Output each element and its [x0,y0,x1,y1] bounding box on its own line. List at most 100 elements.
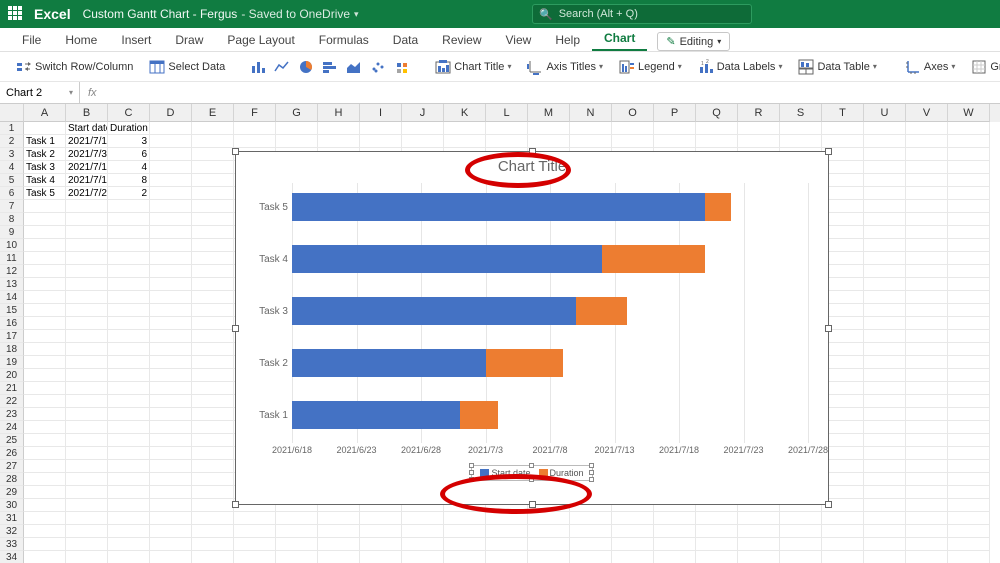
cell[interactable] [150,187,192,200]
cell[interactable] [150,252,192,265]
cell[interactable] [150,343,192,356]
cell[interactable] [66,291,108,304]
cell[interactable] [66,317,108,330]
cell[interactable] [24,551,66,563]
cell[interactable] [402,551,444,563]
cell[interactable] [192,161,234,174]
cell[interactable] [108,226,150,239]
cell[interactable] [528,538,570,551]
cell[interactable] [696,135,738,148]
cell[interactable] [444,525,486,538]
legend-resize-handle[interactable] [469,463,474,468]
cell[interactable] [192,421,234,434]
cell[interactable] [780,122,822,135]
cell[interactable] [150,304,192,317]
legend-resize-handle[interactable] [529,463,534,468]
cell[interactable] [150,148,192,161]
cell[interactable] [24,460,66,473]
cell[interactable] [234,135,276,148]
cell[interactable] [108,239,150,252]
row-header[interactable]: 26 [0,447,24,460]
cell[interactable] [864,317,906,330]
cell[interactable] [612,538,654,551]
tab-home[interactable]: Home [53,29,109,51]
cell[interactable] [150,512,192,525]
cell[interactable] [906,486,948,499]
row-header[interactable]: 3 [0,148,24,161]
cell[interactable] [108,252,150,265]
cell[interactable] [906,408,948,421]
cell[interactable] [738,551,780,563]
legend-resize-handle[interactable] [469,470,474,475]
cell[interactable] [486,525,528,538]
axis-titles-dropdown[interactable]: Axis Titles▾ [521,57,609,77]
cell[interactable] [948,382,990,395]
cell[interactable] [822,538,864,551]
cell[interactable] [276,551,318,563]
resize-handle[interactable] [232,148,239,155]
cell[interactable] [696,512,738,525]
cell[interactable] [360,538,402,551]
cell[interactable] [444,512,486,525]
cell[interactable] [696,122,738,135]
cell[interactable] [24,200,66,213]
cell[interactable] [108,473,150,486]
cell[interactable] [948,122,990,135]
cell[interactable] [192,434,234,447]
cell[interactable] [780,135,822,148]
cell[interactable] [906,304,948,317]
cell[interactable] [906,499,948,512]
cell[interactable] [276,525,318,538]
cell[interactable] [864,239,906,252]
cell[interactable]: 2021/7/20 [66,187,108,200]
cell[interactable] [906,226,948,239]
cell[interactable] [150,421,192,434]
row-header[interactable]: 12 [0,265,24,278]
legend-item[interactable]: Start date [480,468,530,478]
row-header[interactable]: 9 [0,226,24,239]
tab-formulas[interactable]: Formulas [307,29,381,51]
cell[interactable] [948,343,990,356]
cell[interactable] [150,356,192,369]
cell[interactable] [864,161,906,174]
chart-legend[interactable]: Start dateDuration [471,465,592,481]
cell[interactable] [906,447,948,460]
cell[interactable] [906,239,948,252]
cell[interactable] [948,265,990,278]
cell[interactable] [150,486,192,499]
cell[interactable] [150,382,192,395]
cell[interactable] [234,512,276,525]
cell[interactable] [864,356,906,369]
cell[interactable] [486,135,528,148]
cell[interactable] [696,551,738,563]
cell[interactable] [66,382,108,395]
cell[interactable] [66,538,108,551]
row-header[interactable]: 32 [0,525,24,538]
cell[interactable] [948,304,990,317]
cell[interactable] [24,265,66,278]
cell[interactable] [318,525,360,538]
cell[interactable] [570,122,612,135]
cell[interactable] [108,499,150,512]
cell[interactable] [150,447,192,460]
resize-handle[interactable] [825,501,832,508]
cell[interactable] [948,499,990,512]
cell[interactable] [612,525,654,538]
cell[interactable] [276,135,318,148]
cell[interactable] [108,538,150,551]
cell[interactable] [906,512,948,525]
cell[interactable] [108,265,150,278]
resize-handle[interactable] [529,501,536,508]
cell[interactable] [24,278,66,291]
cell[interactable] [360,551,402,563]
cell[interactable] [906,213,948,226]
tab-insert[interactable]: Insert [109,29,163,51]
column-header[interactable]: B [66,104,108,122]
row-header[interactable]: 25 [0,434,24,447]
scatter-chart-icon[interactable] [367,57,389,77]
cell[interactable] [192,356,234,369]
cell[interactable]: 3 [108,135,150,148]
cell[interactable]: 2021/7/12 [66,174,108,187]
cell[interactable] [906,330,948,343]
cell[interactable] [738,512,780,525]
